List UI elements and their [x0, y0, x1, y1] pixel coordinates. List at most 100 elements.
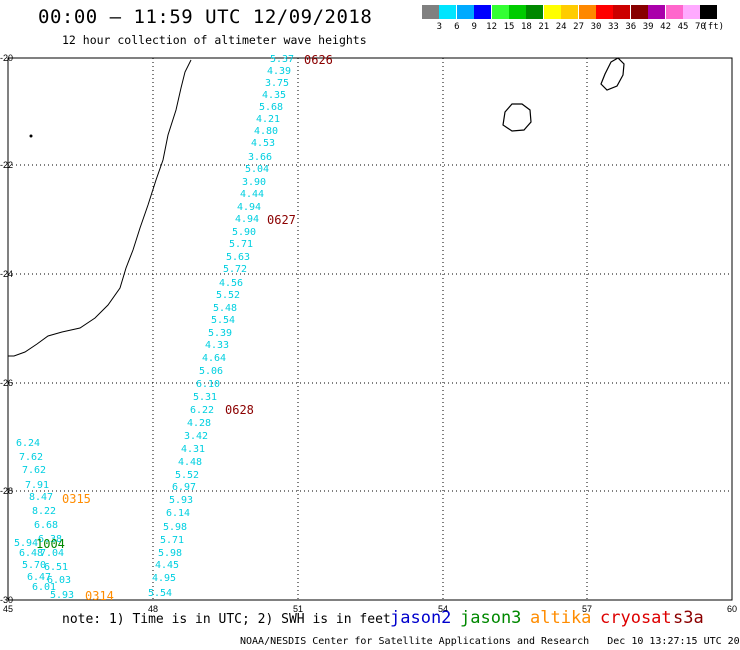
wave-height-value: 5.31	[193, 392, 217, 403]
scale-swatch	[491, 5, 509, 19]
wave-height-value: 4.33	[205, 340, 229, 351]
wave-height-value: 4.39	[267, 66, 291, 77]
scale-swatch	[526, 5, 544, 19]
lon-labels: 45 48 51 54 57 60	[3, 604, 737, 614]
wave-height-value: 3.75	[265, 78, 289, 89]
lon-label: 48	[148, 604, 158, 614]
scale-label: 15	[503, 22, 515, 32]
scale-label: 42	[660, 22, 672, 32]
wave-height-value: 6.97	[172, 482, 196, 493]
legend-jason2: jason2	[390, 608, 452, 628]
wave-height-value: 5.39	[208, 328, 232, 339]
lon-label: 45	[3, 604, 13, 614]
wave-height-value: 8.22	[32, 506, 56, 517]
pass-label: 0628	[225, 403, 254, 417]
wave-height-value: 6.01	[32, 582, 56, 593]
wave-height-value: 6.47	[27, 572, 51, 583]
wave-height-value: 3.90	[242, 177, 266, 188]
scale-label: 30	[590, 22, 602, 32]
mauritius-island	[600, 57, 625, 91]
wave-height-value: 7.62	[19, 452, 43, 463]
wave-height-value: 5.90	[232, 227, 256, 238]
wave-height-value: 5.98	[158, 548, 182, 559]
map-title: 00:00 – 11:59 UTC 12/09/2018	[38, 6, 373, 28]
scale-swatch	[613, 5, 631, 19]
wave-height-values: 5.374.393.754.355.684.214.804.53 3.665.04…	[14, 54, 294, 601]
wave-height-value: 4.35	[262, 90, 286, 101]
wave-height-value: 4.45	[155, 560, 179, 571]
scale-swatch	[578, 5, 596, 19]
scale-swatch	[683, 5, 700, 19]
wave-height-value: 4.31	[181, 444, 205, 455]
scale-swatch	[630, 5, 648, 19]
scale-label: 33	[607, 22, 619, 32]
lat-label: -24	[0, 269, 13, 279]
scale-label: 21	[538, 22, 550, 32]
lon-label: 57	[582, 604, 592, 614]
wave-height-value: 5.68	[259, 102, 283, 113]
pass-labels: 0626 0627 0628 0315 1004 0314	[36, 53, 333, 603]
pass-label: 1004	[36, 537, 65, 551]
madagascar-coastline	[8, 59, 192, 357]
lat-label: -28	[0, 486, 13, 496]
wave-height-value: 5.54	[148, 588, 172, 599]
wave-height-value: 5.94	[14, 538, 38, 549]
map-frame	[7, 57, 733, 601]
scale-label: 9	[471, 22, 477, 32]
scale-label: 36	[625, 22, 637, 32]
scale-label: 45	[677, 22, 689, 32]
pass-label: 0314	[85, 589, 114, 603]
wave-height-value: 8.47	[29, 492, 53, 503]
wave-height-value: 6.68	[34, 520, 58, 531]
wave-height-value: 4.48	[178, 457, 202, 468]
scale-swatch	[474, 5, 492, 19]
lon-label: 51	[293, 604, 303, 614]
wave-height-value: 4.21	[256, 114, 280, 125]
wave-height-value: 5.93	[169, 495, 193, 506]
wave-height-value: 6.51	[44, 562, 68, 573]
lat-label: -20	[0, 53, 13, 63]
lat-labels: -20 -22 -24 -26 -28 -30	[0, 53, 13, 605]
wave-height-value: 5.48	[213, 303, 237, 314]
wave-height-value: 4.28	[187, 418, 211, 429]
scale-swatch	[439, 5, 457, 19]
lat-label: -22	[0, 160, 13, 170]
wave-height-value: 3.66	[248, 152, 272, 163]
wave-height-value: 5.54	[211, 315, 235, 326]
pass-label: 0315	[62, 492, 91, 506]
scale-label: 24	[555, 22, 567, 32]
wave-height-value: 5.52	[216, 290, 240, 301]
legend-jason3: jason3	[460, 608, 522, 628]
wave-height-value: 4.64	[202, 353, 226, 364]
wave-height-value: 4.56	[219, 278, 243, 289]
map-subtitle: 12 hour collection of altimeter wave hei…	[62, 33, 367, 47]
wave-height-value: 5.63	[226, 252, 250, 263]
scale-swatch	[700, 5, 718, 19]
lat-label: -30	[0, 595, 13, 605]
wave-height-value: 5.37	[270, 54, 294, 65]
scale-label: 70	[694, 22, 706, 32]
wave-height-value: 5.98	[163, 522, 187, 533]
wave-height-value: 5.71	[229, 239, 253, 250]
wave-height-value: 7.62	[22, 465, 46, 476]
legend-altika: altika	[530, 608, 592, 628]
scale-swatch	[422, 5, 439, 19]
scale-swatch	[456, 5, 474, 19]
wave-height-value: 6.03	[47, 575, 71, 586]
lat-label: -26	[0, 378, 13, 388]
wave-height-value: 6.22	[190, 405, 214, 416]
wave-height-value: 7.91	[25, 480, 49, 491]
scale-label: 6	[454, 22, 460, 32]
wave-height-value: 7.04	[40, 548, 64, 559]
scale-label: 3	[436, 22, 443, 32]
wave-height-value: 6.10	[196, 379, 220, 390]
scale-swatch	[543, 5, 561, 19]
scale-swatch	[665, 5, 683, 19]
scale-label: 18	[520, 22, 532, 32]
scale-label: 27	[573, 22, 585, 32]
wave-height-value: 4.44	[240, 189, 264, 200]
footnote: note: 1) Time is in UTC; 2) SWH is in fe…	[62, 612, 391, 627]
wave-height-value: 4.94	[235, 214, 259, 225]
reunion-island	[502, 103, 532, 132]
